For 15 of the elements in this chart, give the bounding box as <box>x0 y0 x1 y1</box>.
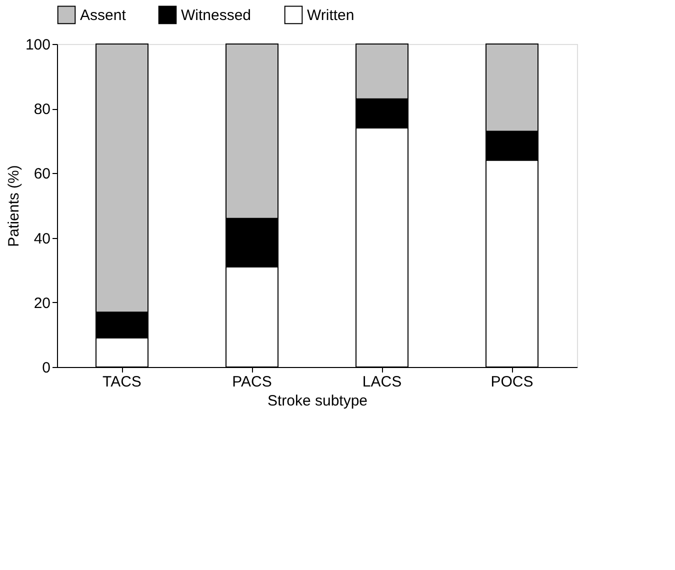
x-axis-title: Stroke subtype <box>267 392 368 410</box>
x-tick-label: LACS <box>362 374 402 390</box>
legend-label: Assent <box>80 6 127 24</box>
legend-label: Witnessed <box>181 6 252 24</box>
y-tick-label: 20 <box>34 294 50 312</box>
x-tick-label: PACS <box>232 374 272 390</box>
y-tick-label: 40 <box>34 230 50 248</box>
y-tick-label: 100 <box>25 36 50 54</box>
legend-label: Written <box>307 6 354 24</box>
x-tick-label: POCS <box>490 374 534 390</box>
y-tick-label: 60 <box>34 166 50 183</box>
y-axis-title: Patients (%) <box>5 165 22 247</box>
y-tick-label: 80 <box>34 101 50 118</box>
y-tick-label: 0 <box>42 360 50 376</box>
x-tick-label: TACS <box>102 374 142 390</box>
